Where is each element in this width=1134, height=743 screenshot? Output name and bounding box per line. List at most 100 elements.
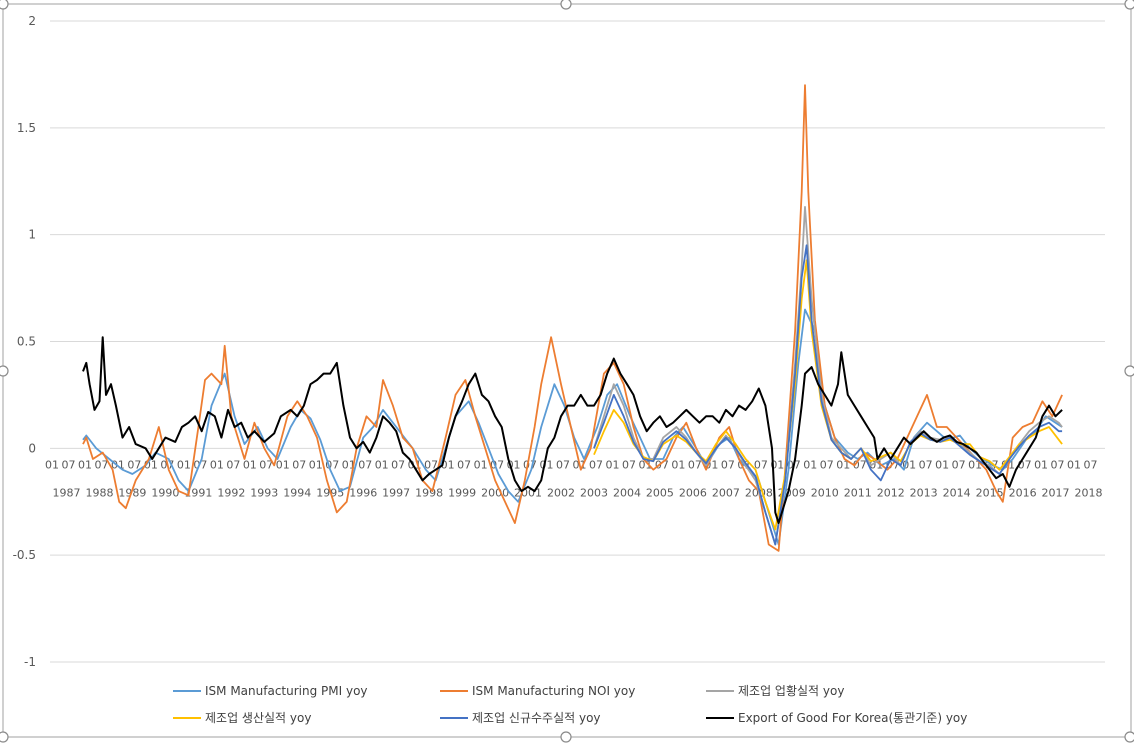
x-month-tick: 07: [1051, 458, 1065, 471]
x-month-tick: 01: [45, 458, 59, 471]
x-month-tick: 07: [655, 458, 669, 471]
x-year-label: 1998: [415, 486, 443, 499]
x-month-tick: 01: [671, 458, 685, 471]
series-line-3: [593, 205, 1063, 546]
resize-handle[interactable]: [1124, 731, 1134, 743]
x-month-tick: 01: [540, 458, 554, 471]
x-month-tick: 01: [968, 458, 982, 471]
y-tick-label: 0.5: [17, 335, 36, 349]
series-line-6: [82, 336, 1063, 525]
x-year-label: 2001: [514, 486, 542, 499]
x-year-label: 1996: [349, 486, 377, 499]
x-month-tick: 07: [622, 458, 636, 471]
x-month-tick: 07: [1084, 458, 1098, 471]
x-year-label: 1993: [250, 486, 278, 499]
x-month-tick: 01: [803, 458, 817, 471]
x-month-tick: 07: [754, 458, 768, 471]
x-month-tick: 01: [836, 458, 850, 471]
x-month-tick: 01: [243, 458, 257, 471]
x-year-label: 1988: [85, 486, 113, 499]
x-year-label: 1989: [118, 486, 146, 499]
x-month-tick: 07: [292, 458, 306, 471]
resize-handle[interactable]: [1124, 0, 1134, 10]
x-month-tick: 07: [919, 458, 933, 471]
x-year-label: 2012: [877, 486, 905, 499]
x-year-label: 1991: [184, 486, 212, 499]
y-tick-label: 1: [28, 228, 36, 242]
x-month-tick: 07: [391, 458, 405, 471]
y-tick-label: 1.5: [17, 121, 36, 135]
resize-handle[interactable]: [560, 0, 572, 10]
x-year-label: 2002: [547, 486, 575, 499]
x-year-label: 2010: [811, 486, 839, 499]
gridlines: [50, 20, 1105, 663]
y-tick-label: -1: [24, 655, 36, 669]
x-year-label: 1994: [283, 486, 311, 499]
x-month-tick: 01: [78, 458, 92, 471]
x-month-tick: 07: [721, 458, 735, 471]
y-tick-label: 2: [28, 14, 36, 28]
y-tick-label: 0: [28, 441, 36, 455]
x-year-label: 2005: [646, 486, 674, 499]
x-month-tick: 01: [309, 458, 323, 471]
x-month-tick: 07: [589, 458, 603, 471]
x-year-label: 2013: [910, 486, 938, 499]
legend-label: 제조업 신규수주실적 yoy: [472, 711, 601, 725]
x-year-label: 2011: [844, 486, 872, 499]
legend-label: 제조업 생산실적 yoy: [205, 711, 311, 725]
x-year-label: 1999: [448, 486, 476, 499]
x-year-label: 2014: [943, 486, 971, 499]
resize-handle[interactable]: [0, 365, 9, 377]
x-month-tick: 01: [210, 458, 224, 471]
series-lines: [82, 84, 1063, 552]
x-month-tick: 01: [177, 458, 191, 471]
x-month-tick: 07: [523, 458, 537, 471]
x-month-tick: 07: [94, 458, 108, 471]
x-month-tick: 01: [276, 458, 290, 471]
resize-handle[interactable]: [560, 731, 572, 743]
x-month-tick: 01: [638, 458, 652, 471]
x-month-tick: 07: [424, 458, 438, 471]
x-month-tick: 07: [193, 458, 207, 471]
x-year-label: 2018: [1075, 486, 1103, 499]
x-year-label: 2015: [976, 486, 1004, 499]
x-month-tick: 07: [127, 458, 141, 471]
x-month-tick: 01: [869, 458, 883, 471]
x-month-tick: 01: [474, 458, 488, 471]
x-month-tick: 07: [259, 458, 273, 471]
y-axis: 2 1.5 1 0.5 0 -0.5 -1: [13, 14, 36, 669]
x-year-label: 2016: [1009, 486, 1037, 499]
x-year-label: 1990: [151, 486, 179, 499]
y-tick-label: -0.5: [13, 548, 36, 562]
legend: ISM Manufacturing PMI yoy ISM Manufacturi…: [173, 684, 967, 725]
x-month-tick: 07: [226, 458, 240, 471]
legend-label: 제조업 업황실적 yoy: [738, 684, 844, 698]
x-year-label: 2017: [1042, 486, 1070, 499]
x-month-tick: 07: [556, 458, 570, 471]
x-year-label: 1997: [382, 486, 410, 499]
x-month-tick: 01: [1034, 458, 1048, 471]
x-year-label: 2000: [481, 486, 509, 499]
x-year-label: 1992: [217, 486, 245, 499]
legend-label: ISM Manufacturing NOI yoy: [472, 684, 635, 698]
x-year-label: 2006: [679, 486, 707, 499]
x-month-tick: 01: [605, 458, 619, 471]
series-line-2: [82, 84, 1063, 552]
resize-handle[interactable]: [0, 0, 9, 10]
legend-label: ISM Manufacturing PMI yoy: [205, 684, 368, 698]
resize-handle[interactable]: [1124, 365, 1134, 377]
x-month-tick: 01: [375, 458, 389, 471]
chart-border: [2, 3, 1132, 738]
x-month-tick: 07: [358, 458, 372, 471]
legend-label: Export of Good For Korea(통관기준) yoy: [738, 711, 967, 725]
x-year-label: 2007: [712, 486, 740, 499]
x-month-tick: 07: [820, 458, 834, 471]
x-month-tick: 07: [457, 458, 471, 471]
x-month-tick: 01: [935, 458, 949, 471]
x-year-label: 1987: [52, 486, 80, 499]
resize-handle[interactable]: [0, 731, 9, 743]
x-month-tick: 07: [61, 458, 75, 471]
x-month-tick: 07: [688, 458, 702, 471]
